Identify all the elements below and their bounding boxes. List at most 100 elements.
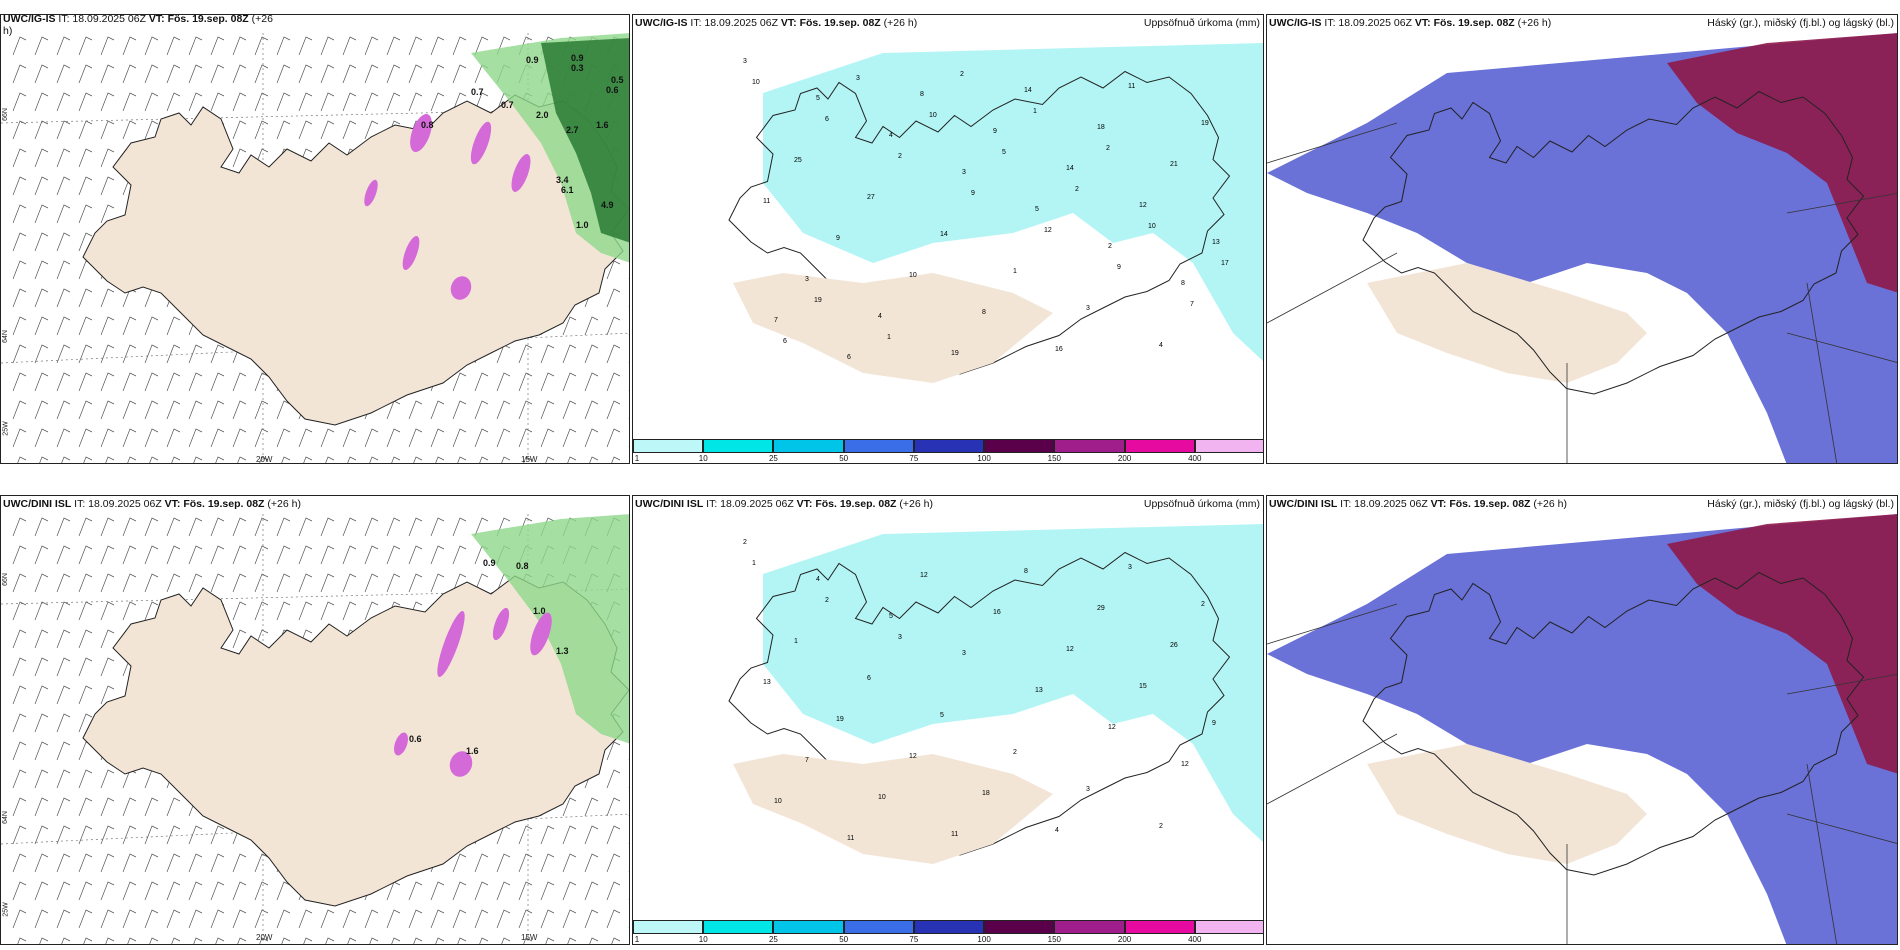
wind-barb — [56, 545, 71, 565]
precip-area-light — [763, 43, 1263, 362]
colorbar-segment — [773, 439, 844, 453]
wind-barb — [100, 853, 115, 873]
wind-barb — [474, 853, 489, 873]
precip-value-label: 14 — [1066, 165, 1074, 172]
wind-barb — [540, 428, 555, 448]
wind-barb — [540, 372, 555, 392]
wind-barb — [496, 372, 511, 392]
wind-barb — [386, 92, 401, 112]
colorbar-label: 10 — [698, 454, 708, 463]
wind-barb — [122, 344, 137, 364]
wind-barb — [232, 545, 247, 565]
wind-barb — [34, 344, 49, 364]
wind-barb — [12, 769, 27, 789]
precip-value-label: 1 — [1013, 268, 1017, 275]
wind-barb — [408, 36, 423, 56]
wind-barb — [276, 909, 291, 929]
precip-value-label: 2 — [1159, 823, 1163, 830]
wind-barb — [628, 250, 629, 251]
wind-barb — [78, 148, 93, 168]
wind-barb — [540, 881, 555, 901]
wind-barb — [232, 881, 247, 901]
wind-barb — [78, 853, 93, 873]
precip-value-label: 3 — [805, 276, 809, 283]
precip-value-label: 5 — [889, 613, 893, 620]
wind-barb — [474, 372, 489, 392]
wind-barb — [364, 64, 379, 84]
colorbar-segment — [1194, 920, 1263, 934]
wind-barb — [61, 937, 71, 944]
wind-barb — [83, 937, 93, 944]
wind-barb — [518, 825, 533, 845]
wind-barb — [188, 573, 203, 593]
cloud-panel-top: UWC/IG-IS IT: 18.09.2025 06Z VT: Fös. 19… — [1266, 14, 1898, 464]
wind-barb — [584, 825, 599, 845]
wind-barb — [12, 853, 27, 873]
wind-barb — [628, 927, 629, 928]
wind-barb — [56, 741, 71, 761]
wind-barb — [56, 64, 71, 84]
wind-barb — [34, 148, 49, 168]
precip-value-label: 14 — [940, 231, 948, 238]
wind-barb — [122, 881, 137, 901]
wind-barb — [210, 36, 225, 56]
wind-value-label: 2.7 — [566, 125, 579, 135]
wind-barb — [166, 573, 181, 593]
wind-barb — [562, 428, 577, 448]
wind-barb — [364, 36, 379, 56]
wind-barb — [606, 260, 621, 280]
wind-barb — [628, 222, 629, 223]
wind-barb — [628, 82, 629, 83]
wind-barb — [452, 36, 467, 56]
wind-barb — [56, 601, 71, 621]
wind-barb — [474, 517, 489, 537]
precip-value-label: 11 — [763, 198, 770, 205]
wind-barb — [562, 400, 577, 420]
wind-barb — [122, 428, 137, 448]
wind-barb — [452, 372, 467, 392]
wind-barb — [17, 456, 27, 463]
wind-barb — [584, 797, 599, 817]
wind-barb — [298, 64, 313, 84]
wind-barb — [171, 456, 181, 463]
wind-barb — [100, 769, 115, 789]
wind-barb — [34, 545, 49, 565]
wind-barb — [408, 909, 423, 929]
wind-barb — [435, 937, 445, 944]
wind-barb — [61, 456, 71, 463]
colorbar-label: 10 — [698, 935, 708, 944]
wind-barb — [12, 825, 27, 845]
wind-barb — [430, 92, 445, 112]
precip-value-label: 3 — [1086, 786, 1090, 793]
wind-barb — [12, 601, 27, 621]
wind-barb — [276, 428, 291, 448]
precip-value-label: 3 — [962, 650, 966, 657]
wind-barb — [496, 853, 511, 873]
wind-barb — [105, 937, 115, 944]
boundary-line — [1267, 603, 1398, 645]
wind-barb — [56, 344, 71, 364]
wind-barb — [100, 573, 115, 593]
wind-barb — [540, 825, 555, 845]
precip-value-label: 4 — [1055, 827, 1059, 834]
wind-barb — [298, 92, 313, 112]
wind-barb — [628, 591, 629, 592]
wind-barb — [34, 825, 49, 845]
wind-barb — [210, 64, 225, 84]
wind-barb — [629, 457, 630, 464]
wind-barb — [17, 937, 27, 944]
wind-barb — [342, 428, 357, 448]
wind-barb — [232, 517, 247, 537]
colorbar-label: 100 — [977, 935, 991, 944]
precip-value-label: 1 — [794, 638, 798, 645]
wind-barb — [34, 741, 49, 761]
wind-barb — [78, 601, 93, 621]
wind-barb — [452, 545, 467, 565]
wind-barb — [12, 36, 27, 56]
wind-barb — [56, 204, 71, 224]
lon-label-15w: 15W — [521, 933, 538, 942]
wind-barb — [78, 881, 93, 901]
wind-barb — [34, 657, 49, 677]
wind-barb — [562, 909, 577, 929]
boundary-line — [1267, 733, 1398, 805]
